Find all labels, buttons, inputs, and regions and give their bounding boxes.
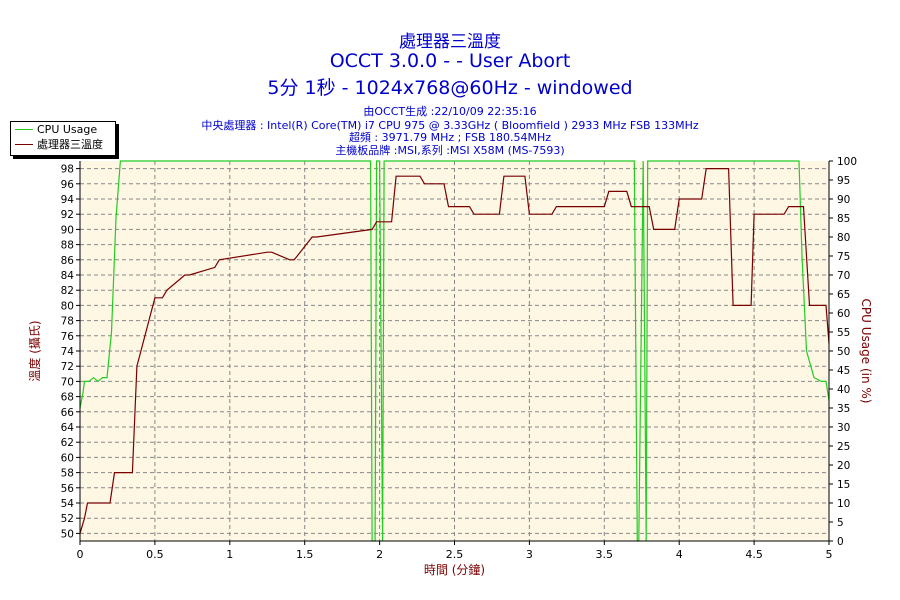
y-left-tick-label: 50	[61, 528, 74, 540]
y-right-tick-label: 60	[837, 308, 850, 320]
y-left-tick-label: 64	[61, 422, 75, 434]
y-left-tick-label: 84	[61, 270, 75, 282]
y-left-tick-label: 54	[61, 498, 75, 510]
y-left-tick-label: 90	[61, 224, 74, 236]
y-right-tick-label: 50	[837, 346, 850, 358]
y-right-tick-label: 40	[837, 384, 850, 396]
chart-subtitle: OCCT 3.0.0 - - User Abort	[329, 50, 571, 72]
y-right-tick-label: 65	[837, 289, 850, 301]
legend-item-cpu-usage: CPU Usage	[11, 122, 115, 137]
y-axis-label-left: 溫度 (攝氏)	[27, 320, 42, 381]
series-line-temperature	[79, 168, 830, 534]
y-left-tick-label: 74	[61, 346, 75, 358]
y-right-tick-label: 85	[837, 213, 850, 225]
x-tick-label: 1.5	[296, 548, 314, 561]
y-left-tick-label: 62	[61, 437, 74, 449]
y-left-tick-label: 72	[61, 361, 74, 373]
chart-run-info: 5分 1秒 - 1024x768@60Hz - windowed	[267, 77, 633, 99]
x-axis-label: 時間 (分鐘)	[424, 562, 485, 577]
legend-item-temperature: 處理器三溫度	[11, 137, 115, 152]
y-left-tick-label: 52	[61, 513, 74, 525]
y-left-tick-label: 80	[61, 300, 74, 312]
y-right-tick-label: 90	[837, 194, 850, 206]
y-left-tick-label: 66	[61, 407, 75, 419]
y-axis-label-right: CPU Usage (in %)	[859, 299, 873, 404]
legend-swatch-temperature	[15, 144, 33, 145]
y-right-tick-label: 5	[837, 517, 844, 529]
x-tick-label: 0.5	[146, 548, 164, 561]
y-left-tick-label: 96	[61, 179, 75, 191]
y-left-tick-label: 94	[61, 194, 75, 206]
series-line-cpu-usage	[79, 160, 830, 542]
y-right-tick-label: 15	[837, 479, 850, 491]
y-right-tick-label: 75	[837, 251, 850, 263]
legend-swatch-cpu-usage	[15, 129, 33, 130]
x-tick-label: 5	[826, 548, 833, 561]
y-right-tick-label: 30	[837, 422, 850, 434]
y-right-tick-label: 70	[837, 270, 850, 282]
y-right-tick-label: 0	[837, 536, 844, 548]
x-tick-label: 4.5	[745, 548, 763, 561]
y-left-tick-label: 68	[61, 392, 74, 404]
y-right-tick-label: 20	[837, 460, 850, 472]
x-tick-label: 2	[376, 548, 383, 561]
y-right-tick-label: 95	[837, 175, 850, 187]
y-right-tick-label: 25	[837, 441, 850, 453]
chart-title: 處理器三溫度	[399, 32, 501, 52]
y-left-tick-label: 98	[61, 164, 74, 176]
y-left-tick-label: 88	[61, 240, 74, 252]
x-tick-label: 1	[226, 548, 233, 561]
cpu-info: 中央處理器 : Intel(R) Core(TM) i7 CPU 975 @ 3…	[201, 119, 699, 132]
y-left-tick-label: 70	[61, 376, 74, 388]
x-tick-label: 2.5	[446, 548, 464, 561]
y-left-tick-label: 92	[61, 209, 74, 221]
y-right-tick-label: 35	[837, 403, 850, 415]
y-right-tick-label: 80	[837, 232, 850, 244]
legend-label-cpu-usage: CPU Usage	[37, 123, 98, 136]
chart-legend: CPU Usage 處理器三溫度	[10, 121, 116, 156]
x-tick-label: 0	[77, 548, 84, 561]
y-left-tick-label: 76	[61, 331, 75, 343]
overclock-info: 超頻 : 3971.79 MHz ; FSB 180.54MHz	[348, 131, 552, 144]
y-right-tick-label: 45	[837, 365, 850, 377]
y-left-tick-label: 78	[61, 316, 74, 328]
y-left-tick-label: 86	[61, 255, 75, 267]
y-left-tick-label: 56	[61, 483, 75, 495]
y-left-tick-label: 60	[61, 452, 74, 464]
y-left-tick-label: 82	[61, 285, 74, 297]
generated-info: 由OCCT生成 :22/10/09 22:35:16	[363, 105, 537, 118]
board-info: 主機板品牌 :MSI,系列 :MSI X58M (MS-7593)	[335, 144, 565, 157]
x-tick-label: 3	[526, 548, 533, 561]
legend-label-temperature: 處理器三溫度	[37, 138, 103, 151]
y-right-tick-label: 10	[837, 498, 850, 510]
x-tick-label: 3.5	[596, 548, 614, 561]
y-right-tick-label: 100	[837, 156, 857, 168]
y-right-tick-label: 55	[837, 327, 850, 339]
y-left-tick-label: 58	[61, 468, 74, 480]
x-tick-label: 4	[676, 548, 683, 561]
